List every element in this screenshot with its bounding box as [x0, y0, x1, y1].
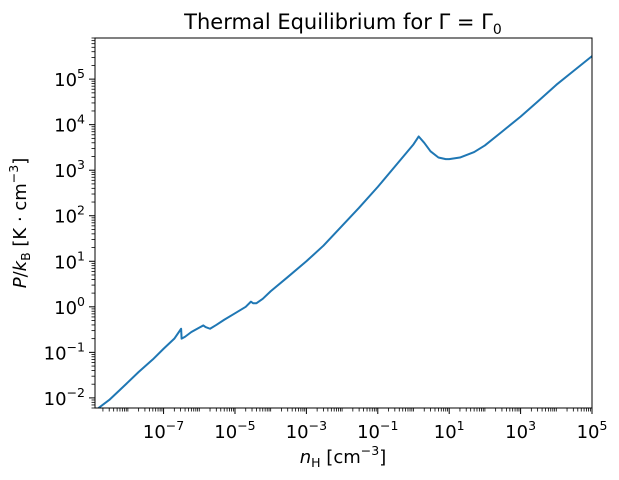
x-tick-label: 105: [577, 418, 608, 443]
x-tick-label: 10−5: [214, 418, 255, 443]
y-tick-label: 104: [54, 112, 85, 137]
x-tick-label: 103: [505, 418, 536, 443]
y-axis-label: P/kB [K · cm−3]: [6, 158, 33, 289]
y-minor-ticks: [91, 37, 95, 409]
y-major-ticks: [89, 78, 95, 399]
x-tick-label: 10−7: [143, 418, 184, 443]
x-tick-label: 10−1: [357, 418, 398, 443]
x-axis-label: nH [cm−3]: [300, 443, 386, 470]
x-tick-label: 101: [434, 418, 465, 443]
plot-area: [97, 55, 592, 408]
x-tick-label: 10−3: [286, 418, 327, 443]
x-tick-labels: 10−7 10−5 10−3 10−1 101 103 105: [143, 418, 608, 443]
chart-title: Thermal Equilibrium for Γ = Γ0: [183, 10, 502, 38]
x-minor-ticks: [102, 408, 591, 412]
y-tick-label: 10−2: [44, 385, 85, 410]
y-tick-label: 10−1: [44, 339, 85, 364]
y-tick-labels: 10−2 10−1 100 101 102 103 104 105: [44, 66, 85, 410]
y-tick-label: 100: [54, 294, 85, 319]
x-major-ticks: [163, 408, 593, 414]
y-tick-label: 103: [54, 157, 85, 182]
y-tick-label: 102: [54, 203, 85, 228]
y-tick-label: 105: [54, 66, 85, 91]
series-line: [97, 55, 592, 408]
plot-frame: [94, 37, 593, 409]
y-tick-label: 101: [54, 248, 85, 273]
